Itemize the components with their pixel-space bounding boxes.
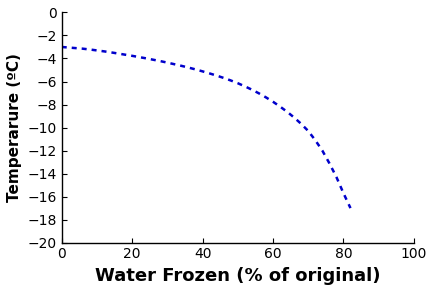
Y-axis label: Temperarure (ºC): Temperarure (ºC) <box>7 53 22 202</box>
X-axis label: Water Frozen (% of original): Water Frozen (% of original) <box>95 267 381 285</box>
